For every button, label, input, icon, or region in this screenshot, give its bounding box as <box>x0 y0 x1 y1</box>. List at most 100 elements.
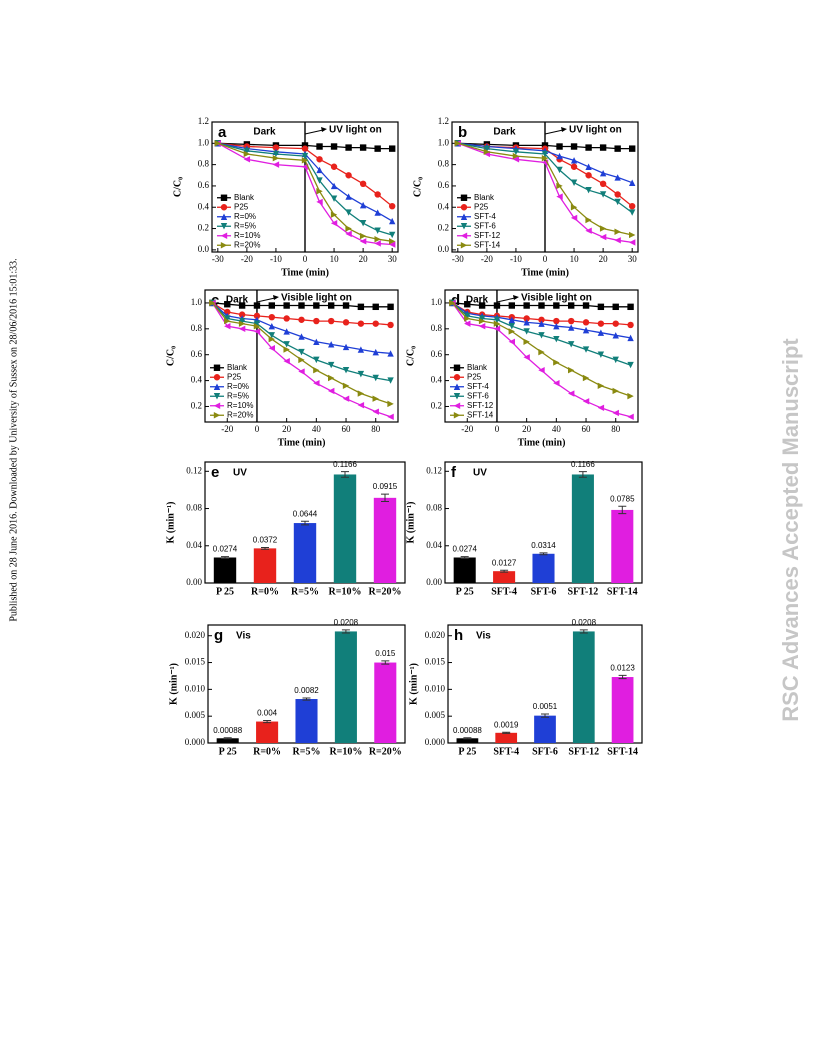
marker <box>493 302 501 309</box>
phase-label: Dark <box>466 295 489 306</box>
x-tick-label: SFT-14 <box>607 586 638 597</box>
panel-label: g <box>214 627 223 644</box>
series-line <box>457 142 633 244</box>
marker <box>268 313 276 321</box>
marker <box>238 302 246 309</box>
arrow-shaft <box>496 297 516 303</box>
legend-marker <box>220 232 228 239</box>
bar <box>534 715 556 743</box>
y-axis-label: K (min⁻¹) <box>408 663 419 705</box>
marker <box>567 317 575 325</box>
marker <box>224 315 231 322</box>
value-label: 0.0915 <box>373 482 398 491</box>
x-tick-label: R=0% <box>251 586 279 597</box>
marker <box>599 191 607 198</box>
marker <box>214 140 222 147</box>
marker <box>342 302 350 309</box>
x-axis-label: Time (min) <box>278 437 326 448</box>
marker <box>508 323 516 330</box>
legend-label: R=20% <box>234 240 260 249</box>
error-bar <box>381 493 389 503</box>
marker <box>585 227 592 234</box>
marker <box>316 198 323 206</box>
marker <box>327 374 335 382</box>
legend-label: R=10% <box>234 231 260 240</box>
bar <box>572 631 595 743</box>
legend-label: SFT-12 <box>474 231 501 240</box>
panel: 0.000 0.005 0.010 0.015 0.020 K (min⁻¹) h Vis 0.… <box>408 618 643 757</box>
marker <box>567 302 575 309</box>
value-label: 0.00088 <box>453 726 482 735</box>
marker <box>614 145 621 152</box>
x-tick-label: 40 <box>552 424 562 434</box>
y-tick-label: 0.4 <box>438 201 450 211</box>
marker <box>541 150 549 158</box>
value-label: 0.0644 <box>293 509 318 518</box>
bar <box>253 548 277 583</box>
marker <box>283 328 290 335</box>
marker <box>313 338 320 345</box>
series-line <box>217 142 393 150</box>
marker <box>585 144 592 151</box>
x-axis-label: Time (min) <box>521 267 569 278</box>
watermark: RSC Advances Accepted Manuscript <box>778 338 803 722</box>
error-bar <box>302 697 311 701</box>
marker <box>316 166 323 174</box>
marker <box>523 315 530 322</box>
marker <box>493 320 501 327</box>
marker <box>357 346 365 353</box>
y-tick-label: 0.4 <box>198 201 210 211</box>
marker <box>612 303 619 311</box>
marker <box>272 150 280 158</box>
marker <box>268 302 276 309</box>
marker <box>585 163 592 170</box>
marker <box>298 316 305 323</box>
error-bar <box>223 737 232 740</box>
marker <box>345 225 352 232</box>
marker <box>627 361 634 369</box>
error-bar <box>221 556 229 559</box>
x-tick-label: 60 <box>342 424 352 434</box>
marker <box>298 333 305 340</box>
marker <box>567 390 575 397</box>
value-label: 0.00088 <box>213 726 242 735</box>
y-tick-label: 0.010 <box>425 683 446 693</box>
marker <box>582 374 590 382</box>
legend-marker <box>220 204 228 211</box>
marker <box>508 328 516 335</box>
bar <box>216 738 239 743</box>
legend-marker <box>453 383 461 390</box>
marker <box>327 361 335 369</box>
marker <box>372 320 379 327</box>
marker <box>464 315 471 322</box>
error-bar <box>263 719 272 724</box>
x-tick-label: SFT-12 <box>568 586 599 597</box>
x-tick-label: 30 <box>388 254 398 264</box>
value-label: 0.0208 <box>334 618 359 627</box>
marker <box>612 387 619 395</box>
series-line <box>217 142 393 236</box>
marker <box>253 328 261 335</box>
marker <box>556 166 563 174</box>
marker <box>253 323 261 330</box>
y-tick-label: 1.0 <box>191 297 203 307</box>
legend-marker <box>453 364 461 371</box>
marker <box>553 317 560 325</box>
y-tick-label: 0.2 <box>191 401 202 411</box>
y-tick-label: 0.020 <box>185 630 206 640</box>
y-tick-label: 0.8 <box>191 323 203 333</box>
legend-label: SFT-14 <box>467 410 494 419</box>
panel-label: h <box>454 627 463 644</box>
arrow-head <box>561 127 567 132</box>
error-bar <box>541 713 549 718</box>
value-label: 0.004 <box>257 709 278 718</box>
marker <box>454 140 462 147</box>
marker <box>628 239 636 246</box>
marker <box>599 144 607 151</box>
marker <box>268 345 276 352</box>
marker <box>387 413 394 421</box>
marker <box>628 145 636 152</box>
legend-marker <box>460 204 468 211</box>
legend-label: R=20% <box>227 410 253 419</box>
